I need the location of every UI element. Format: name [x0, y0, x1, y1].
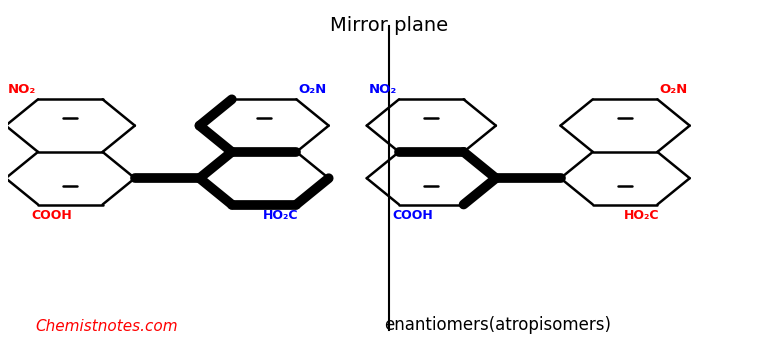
Text: enantiomers(atropisomers): enantiomers(atropisomers) [384, 316, 611, 334]
Text: NO₂: NO₂ [368, 83, 397, 96]
Text: HO₂C: HO₂C [624, 209, 659, 222]
Text: COOH: COOH [392, 209, 433, 222]
Text: O₂N: O₂N [660, 83, 688, 96]
Text: NO₂: NO₂ [8, 83, 35, 96]
Text: COOH: COOH [31, 209, 72, 222]
Text: Mirror plane: Mirror plane [330, 16, 448, 35]
Text: Chemistnotes.com: Chemistnotes.com [35, 319, 178, 334]
Text: O₂N: O₂N [298, 83, 327, 96]
Text: HO₂C: HO₂C [262, 209, 298, 222]
